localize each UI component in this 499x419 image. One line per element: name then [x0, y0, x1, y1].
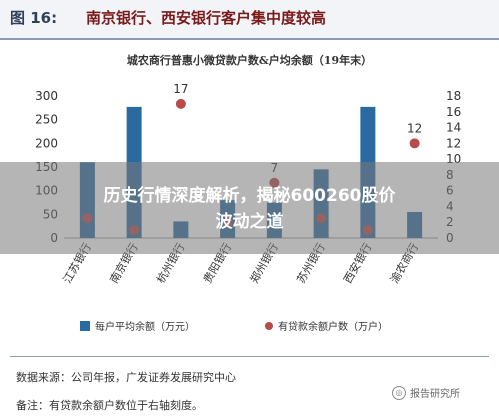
- right-tick-label: 18: [446, 89, 461, 103]
- footer-divider: [10, 356, 489, 357]
- figure-header: 图 16: 南京银行、西安银行客户集中度较高: [0, 0, 499, 40]
- left-tick-label: 250: [35, 113, 58, 127]
- legend-bar-swatch: [80, 320, 90, 331]
- source-note: 数据来源：公司年报，广发证券发展研究中心: [16, 371, 236, 384]
- promo-overlay: [0, 162, 499, 254]
- legend-dot-swatch: [265, 321, 273, 330]
- right-tick-label: 16: [446, 105, 461, 119]
- legend-dot-label: 有贷款余额户数（万户）: [278, 322, 388, 333]
- remark-note: 备注：有贷款余额户数位于右轴刻度。: [16, 399, 203, 412]
- figure-title: 南京银行、西安银行客户集中度较高: [86, 9, 327, 27]
- promo-line-2: 波动之道: [215, 212, 284, 232]
- legend-item-dot: 有贷款余额户数（万户）: [265, 318, 388, 333]
- wechat-icon: ◎: [392, 385, 406, 400]
- left-tick-label: 300: [35, 89, 58, 103]
- chart-title: 城农商行普惠小微贷款户数&户均余额（19年末）: [126, 54, 373, 67]
- point-label: 17: [173, 82, 188, 96]
- legend-bar-label: 每户平均余额（万元）: [95, 322, 195, 333]
- watermark: ◎ 报告研究所: [392, 385, 460, 400]
- scatter-point: [409, 138, 420, 149]
- right-tick-label: 14: [446, 121, 461, 135]
- legend-item-bar: 每户平均余额（万元）: [80, 318, 195, 333]
- promo-overlay-text: 历史行情深度解析，揭秘600260股价 波动之道: [0, 183, 499, 235]
- left-tick-label: 200: [35, 136, 58, 150]
- figure-number: 图 16:: [10, 9, 58, 27]
- promo-line-1: 历史行情深度解析，揭秘600260股价: [103, 186, 396, 206]
- point-label: 12: [407, 121, 422, 135]
- watermark-text: 报告研究所: [410, 389, 460, 400]
- right-tick-label: 12: [446, 136, 461, 150]
- scatter-point: [175, 98, 186, 109]
- chart-legend: 每户平均余额（万元） 有贷款余额户数（万户）: [0, 318, 499, 334]
